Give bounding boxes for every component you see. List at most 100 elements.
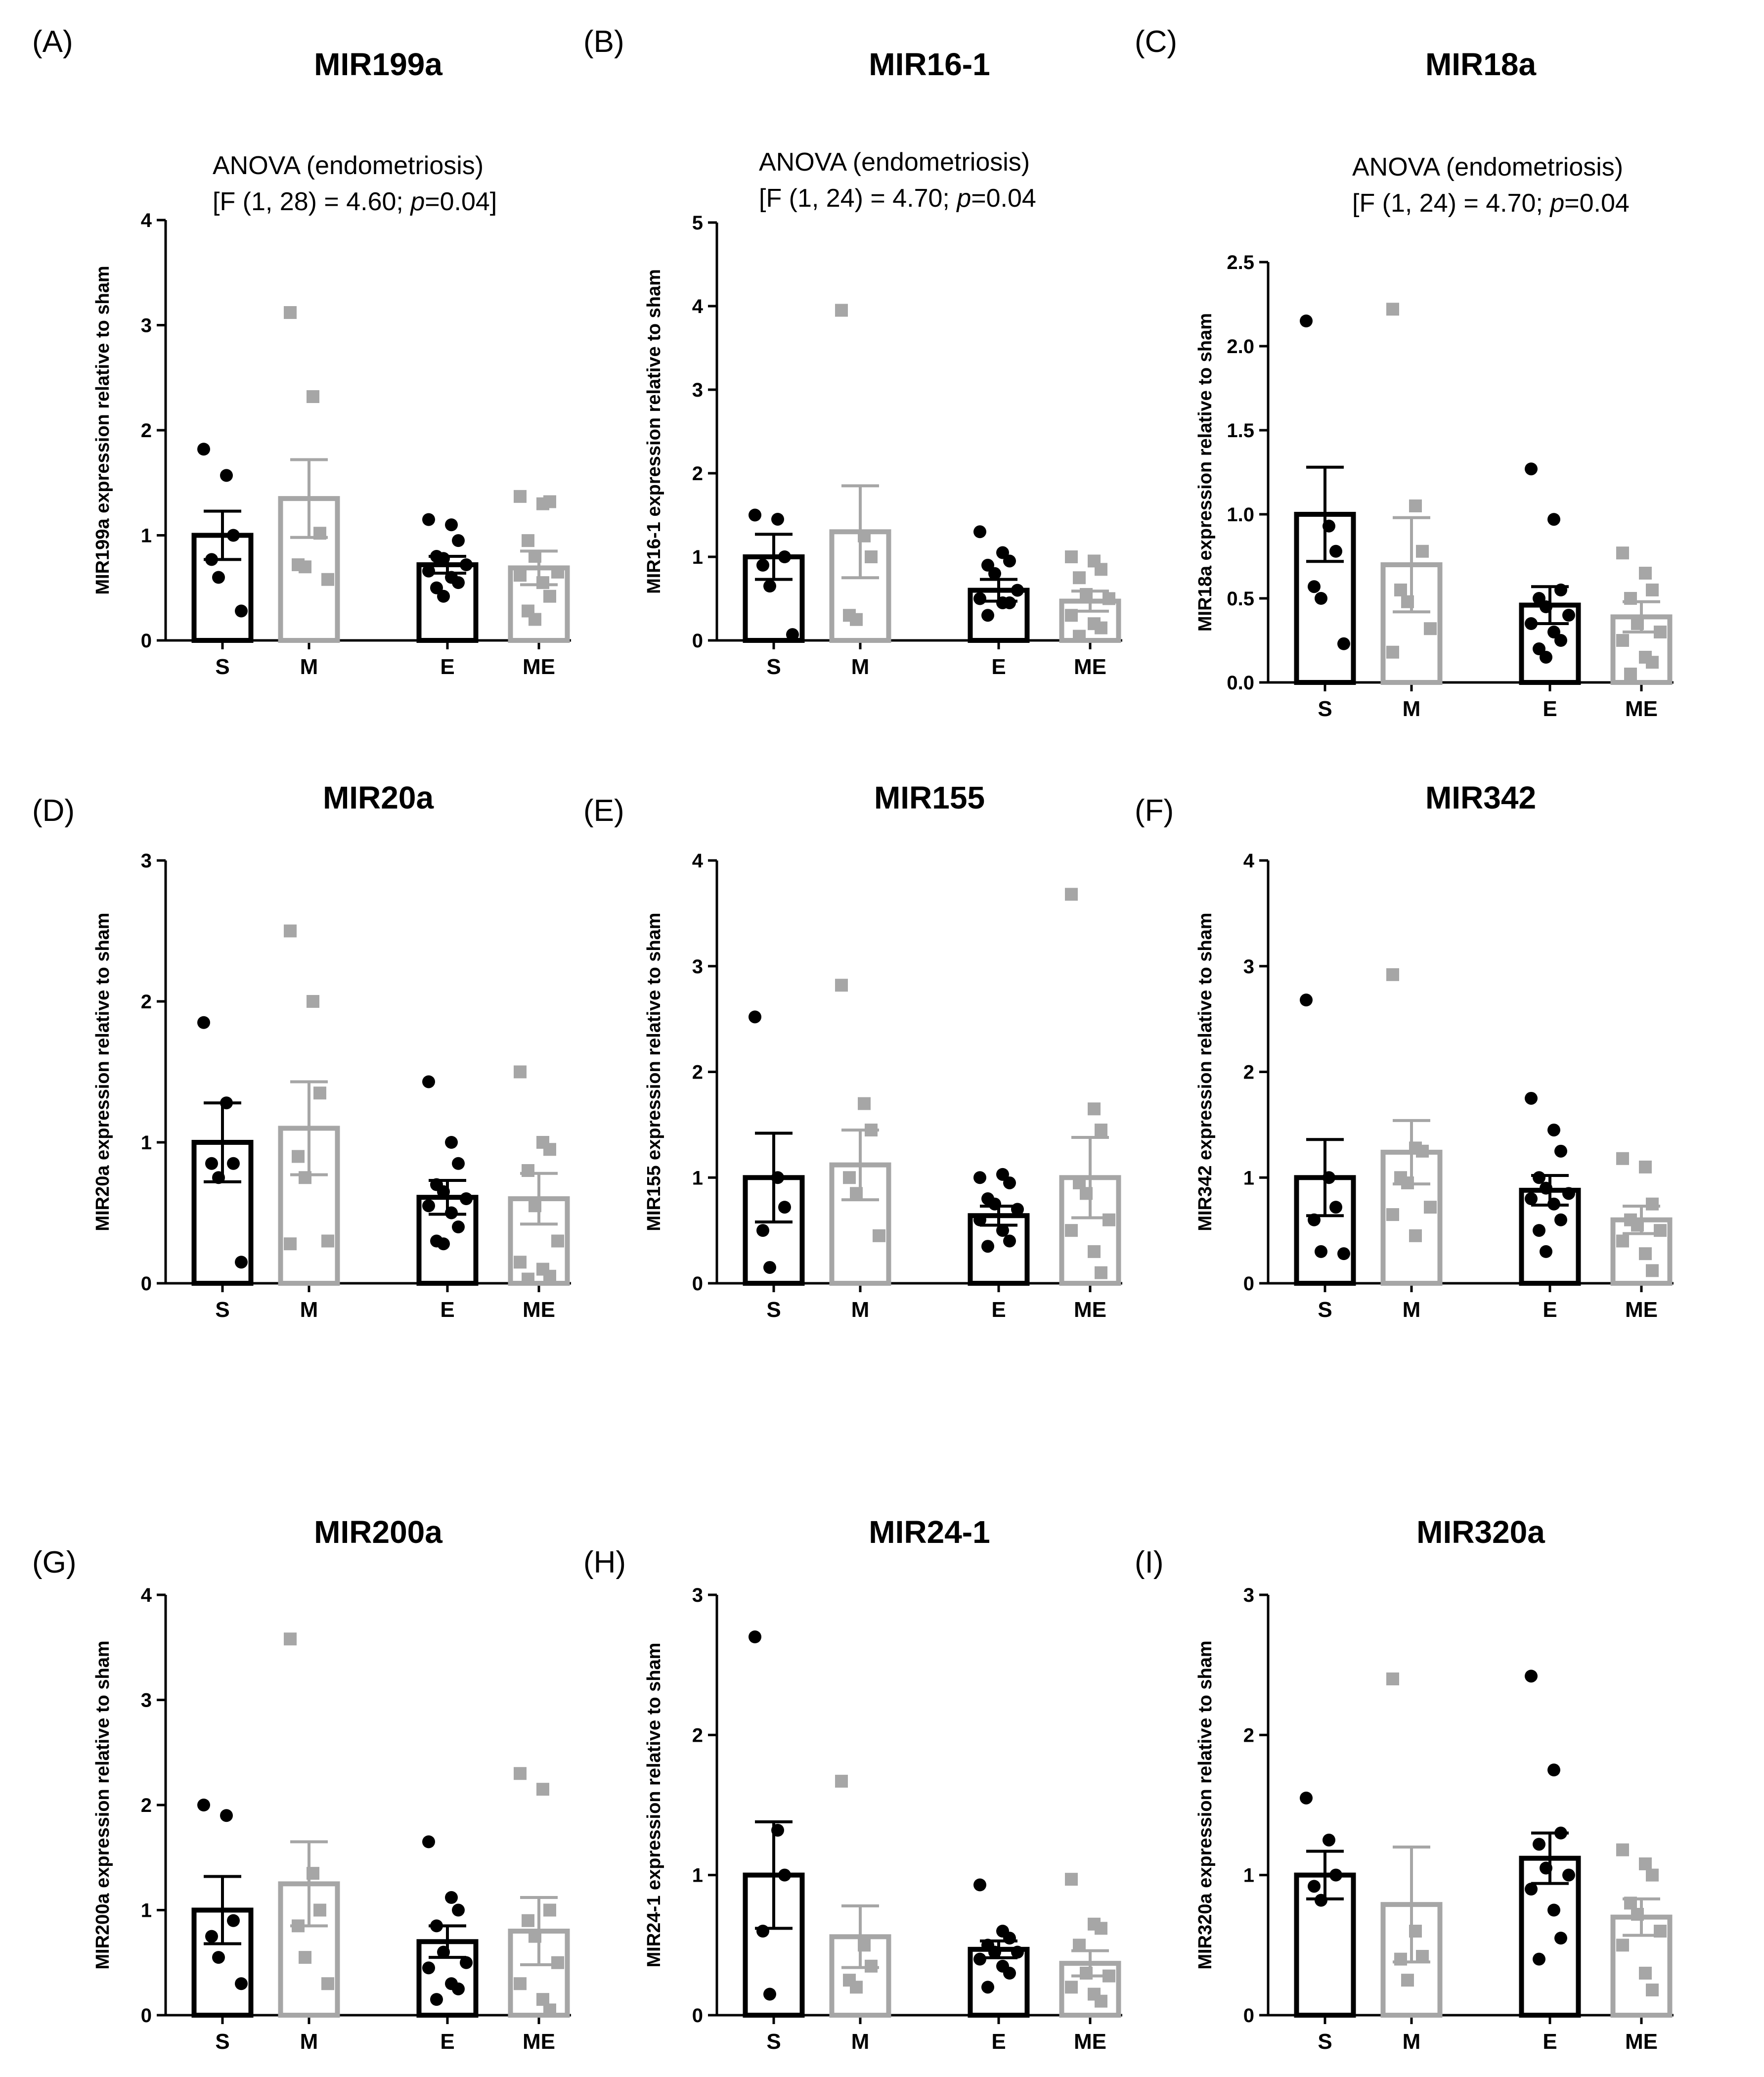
data-point <box>1562 609 1575 622</box>
data-point <box>1616 546 1629 560</box>
data-point <box>1547 513 1560 526</box>
x-tick-label: E <box>1543 2030 1557 2054</box>
data-point <box>1631 1219 1644 1232</box>
panel-letter: (H) <box>583 1545 626 1580</box>
data-point <box>1315 1894 1327 1907</box>
data-point <box>1102 1213 1115 1226</box>
data-point <box>284 306 297 319</box>
data-point <box>1011 1945 1024 1959</box>
y-tick-label: 2 <box>692 1724 703 1746</box>
data-point <box>292 1150 305 1163</box>
data-point <box>1646 656 1659 669</box>
data-point <box>1095 1266 1107 1279</box>
data-point <box>551 1956 564 1969</box>
data-point <box>1631 1908 1644 1921</box>
data-point <box>1654 1224 1667 1237</box>
data-point <box>973 1213 986 1226</box>
y-tick-label: 0 <box>1243 1273 1254 1295</box>
data-point <box>981 1240 994 1253</box>
data-point <box>1409 1925 1422 1938</box>
anova-stats-suffix: =0.04 <box>971 184 1036 213</box>
data-point <box>1639 567 1652 580</box>
data-point <box>307 390 319 403</box>
data-point <box>1554 1144 1567 1158</box>
data-point <box>227 529 240 542</box>
x-tick-label: S <box>766 655 781 679</box>
data-point <box>858 529 871 542</box>
y-axis-label: MIR20a expression relative to sham <box>92 912 113 1231</box>
data-point <box>307 1867 319 1880</box>
y-axis-label: MIR155 expression relative to sham <box>644 912 664 1231</box>
y-tick-label: 3 <box>141 850 152 872</box>
data-point <box>1416 1144 1429 1158</box>
data-point <box>1088 1102 1101 1116</box>
data-point <box>756 1224 769 1237</box>
data-point <box>536 576 549 589</box>
y-tick-label: 3 <box>692 1584 703 1606</box>
y-tick-label: 0 <box>141 1273 152 1295</box>
y-tick-label: 3 <box>141 315 152 337</box>
panel-d: (D) MIR20a MIR20a expression relative to s… <box>32 780 571 1322</box>
data-point <box>1102 592 1115 605</box>
y-tick-label: 4 <box>692 296 704 317</box>
data-point <box>1540 1245 1552 1258</box>
data-point <box>212 1951 225 1964</box>
data-point <box>1540 1181 1552 1195</box>
data-point <box>1616 1234 1629 1248</box>
data-point <box>1337 637 1350 650</box>
data-point <box>543 1269 556 1283</box>
data-point <box>1540 651 1552 664</box>
data-point <box>1095 1124 1107 1137</box>
data-point <box>1102 1969 1115 1983</box>
data-point <box>514 1256 527 1269</box>
data-point <box>445 518 458 532</box>
data-point <box>850 1981 863 1994</box>
data-point <box>529 550 541 563</box>
data-point <box>529 1199 541 1213</box>
y-tick-label: 3 <box>692 956 703 978</box>
data-point <box>1533 1952 1545 1966</box>
chart-title: MIR342 <box>1425 780 1536 815</box>
data-point <box>1394 584 1407 596</box>
data-point <box>422 513 435 526</box>
x-tick-label: E <box>1543 1298 1557 1322</box>
anova-p-symbol: p <box>956 184 971 213</box>
data-point <box>1525 1883 1538 1896</box>
x-tick-label: S <box>215 1298 229 1322</box>
data-point <box>1386 645 1399 659</box>
panel-letter: (C) <box>1135 25 1177 59</box>
data-point <box>212 1171 225 1184</box>
data-point <box>1323 1171 1335 1184</box>
data-point <box>1386 968 1399 981</box>
x-tick-label: S <box>766 1298 781 1322</box>
data-point <box>1416 1950 1429 1963</box>
data-point <box>205 553 218 566</box>
data-point <box>460 1956 473 1969</box>
data-point <box>1329 544 1342 558</box>
data-point <box>1547 1124 1560 1137</box>
y-tick-label: 5 <box>692 212 703 234</box>
x-tick-label: ME <box>523 655 555 679</box>
chart-title: MIR200a <box>314 1514 442 1550</box>
data-point <box>1562 1187 1575 1200</box>
data-point <box>1323 1833 1335 1847</box>
data-point <box>850 613 863 626</box>
y-tick-label: 1 <box>1243 1167 1254 1189</box>
y-tick-label: 0 <box>141 2005 152 2027</box>
x-tick-label: M <box>300 1298 318 1322</box>
data-point <box>1554 1213 1567 1226</box>
data-point <box>220 469 233 482</box>
y-tick-label: 4 <box>692 850 704 872</box>
x-tick-label: E <box>991 2030 1006 2054</box>
data-point <box>321 1977 334 1990</box>
x-tick-label: ME <box>523 2030 555 2054</box>
data-point <box>1065 609 1078 622</box>
data-point <box>843 1171 856 1184</box>
anova-stats-prefix: [F (1, 28) = 4.60; <box>213 187 410 216</box>
anova-stats: [F (1, 24) = 4.70; p=0.04 <box>1352 189 1630 218</box>
data-point <box>1646 584 1659 596</box>
y-tick-label: 3 <box>692 379 703 401</box>
x-tick-label: E <box>991 1298 1006 1322</box>
data-point <box>430 1993 443 2006</box>
